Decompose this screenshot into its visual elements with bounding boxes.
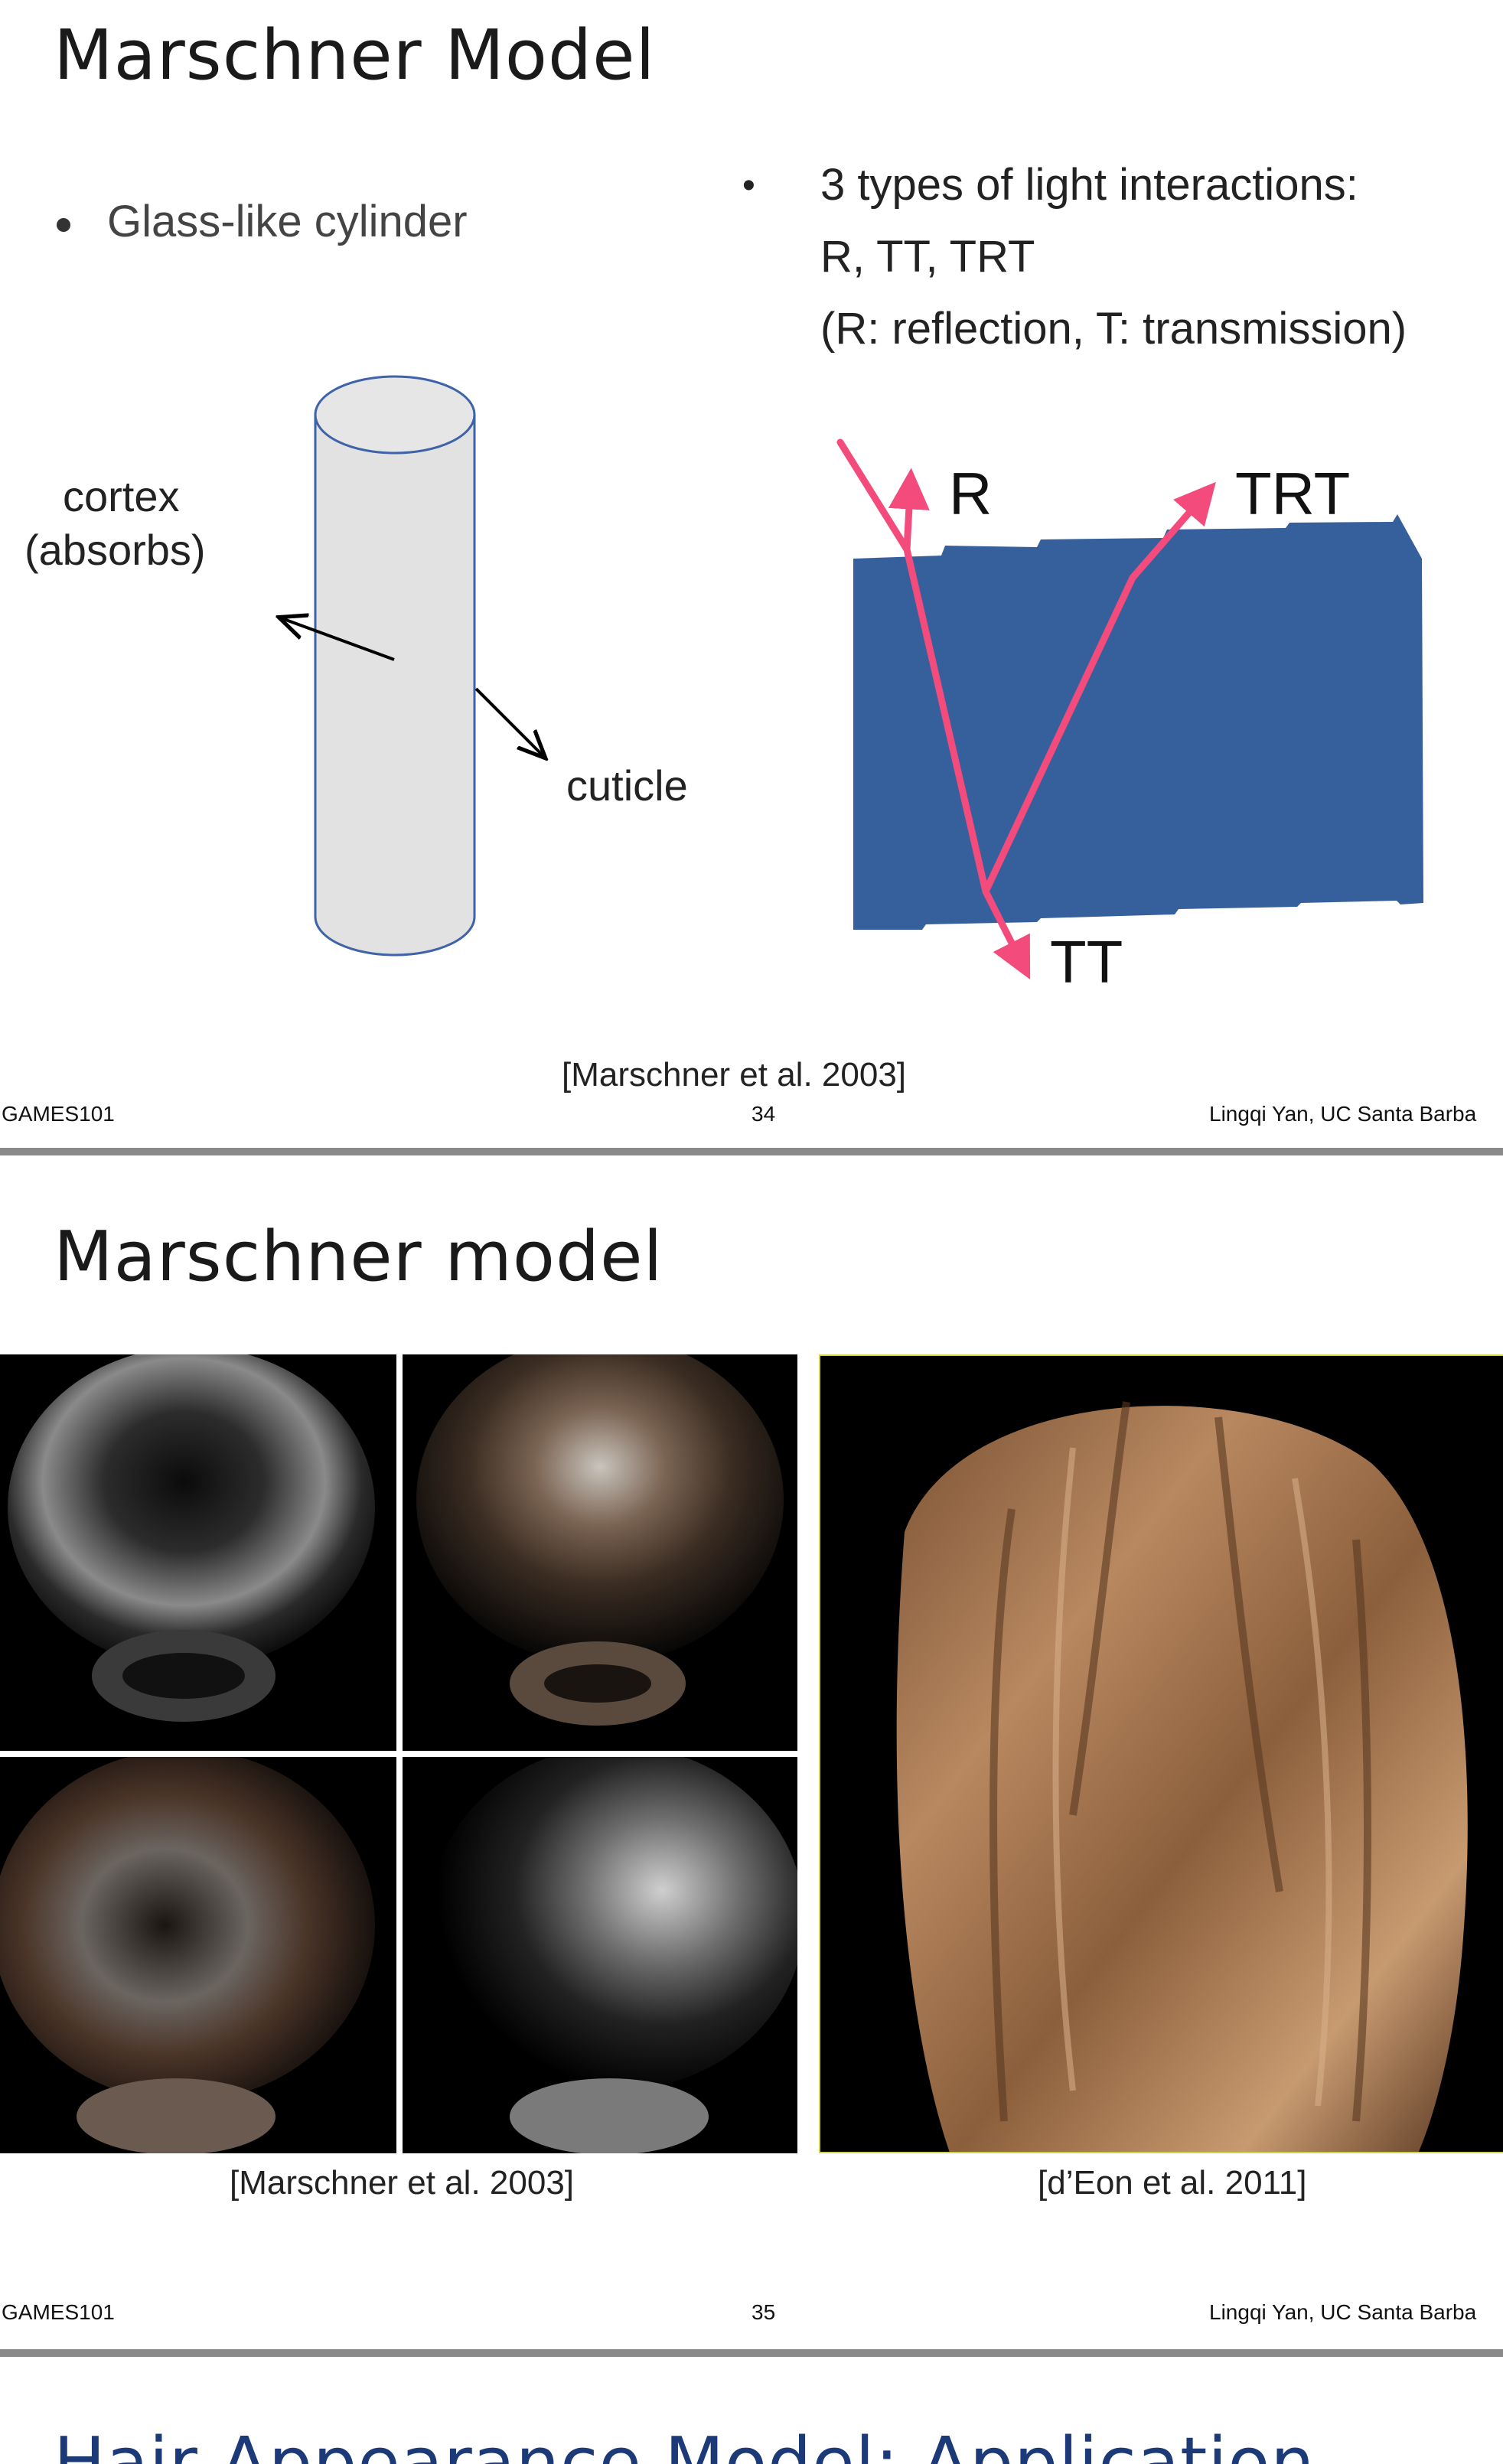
citation: [Marschner et al. 2003]: [562, 1056, 907, 1093]
cylinder-shape: [314, 375, 476, 957]
cuticle-arrow: [474, 687, 543, 756]
hair-cylinder-diagram: [0, 375, 735, 957]
bullet-marker-right: •: [742, 165, 755, 206]
label-TRT: TRT: [1235, 460, 1351, 527]
bullet-text-right-line2: R, TT, TRT: [820, 232, 1035, 282]
slide-divider: [0, 1148, 1503, 1155]
hair-render-image-2: [403, 1354, 797, 1751]
ray-paths: [836, 438, 1216, 980]
slide-title: Hair Appearance Model: Application: [54, 2423, 1316, 2464]
citation-right: [d’Eon et al. 2011]: [1038, 2164, 1307, 2202]
label-TT: TT: [1050, 928, 1123, 996]
footer-page-number: 34: [752, 1102, 776, 1126]
label-R: R: [949, 460, 993, 527]
bullet-text-left: Glass-like cylinder: [107, 197, 468, 246]
bullet-text-right-line3: (R: reflection, T: transmission): [820, 304, 1407, 354]
hair-render-image-1: [0, 1354, 396, 1751]
hair-block: [853, 514, 1423, 930]
bullet-marker-left: [57, 218, 70, 232]
label-cuticle: cuticle: [566, 761, 688, 810]
bullet-text-right-line1: 3 types of light interactions:: [820, 160, 1358, 210]
cortex-arrow: [282, 618, 395, 661]
footer-course: GAMES101: [2, 2300, 115, 2324]
slide-36: Hair Appearance Model: Application: [0, 2357, 1503, 2464]
brown-hair-render-image: [819, 1354, 1503, 2153]
label-cortex: cortex: [63, 472, 180, 520]
footer-page-number: 35: [752, 2300, 776, 2324]
slide-35: Marschner model: [0, 1155, 1503, 2349]
label-absorbs: (absorbs): [24, 526, 206, 574]
footer-course: GAMES101: [2, 1102, 115, 1126]
slide-divider: [0, 2349, 1503, 2357]
footer-author: Lingqi Yan, UC Santa Barba: [1209, 2300, 1477, 2324]
footer-author: Lingqi Yan, UC Santa Barba: [1209, 1102, 1477, 1126]
citation-left: [Marschner et al. 2003]: [230, 2164, 575, 2202]
slide-title: Marschner Model: [54, 15, 656, 96]
slide-34: Marschner Model Glass-like cylinder • 3 …: [0, 0, 1503, 1148]
hair-render-image-4: [403, 1757, 797, 2153]
hair-render-image-3: [0, 1757, 396, 2153]
slide-title: Marschner model: [54, 1217, 663, 1297]
light-interaction-diagram: [836, 438, 1423, 980]
